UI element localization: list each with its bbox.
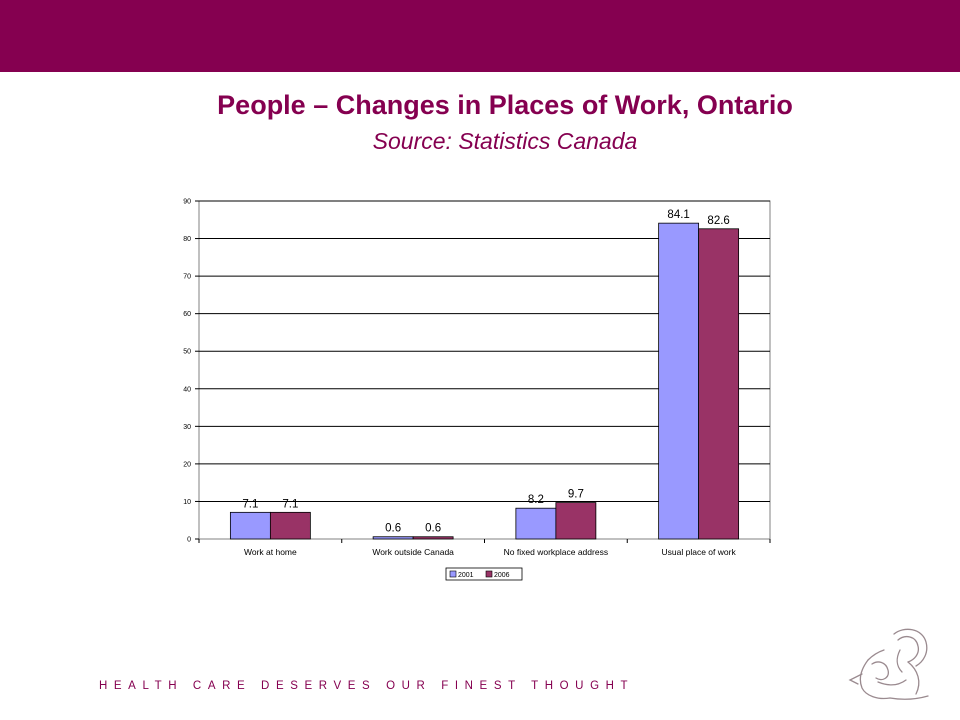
- y-tick-label: 70: [183, 274, 191, 281]
- bar-2001: [229, 511, 271, 540]
- x-tick-label: Work outside Canada: [372, 547, 454, 557]
- y-tick-label: 80: [183, 236, 191, 243]
- y-tick-label: 10: [183, 499, 191, 506]
- tagline: HEALTH CARE DESERVES OUR FINEST THOUGHT: [99, 680, 635, 692]
- data-label: 7.1: [242, 498, 258, 510]
- y-tick-label: 30: [183, 424, 191, 431]
- bar-2001: [372, 536, 414, 540]
- x-tick-label: Work at home: [244, 547, 297, 557]
- slide-title: People – Changes in Places of Work, Onta…: [217, 90, 793, 120]
- data-label: 82.6: [707, 215, 729, 227]
- y-tick-label: 0: [187, 537, 191, 544]
- legend-swatch-2001: [449, 570, 457, 578]
- y-tick-label: 20: [183, 461, 191, 468]
- data-label: 0.6: [385, 523, 401, 535]
- bar-2006: [555, 502, 597, 540]
- chart-legend: 2001 2006: [445, 567, 523, 581]
- bar-2001: [658, 222, 700, 540]
- x-tick-label: No fixed workplace address: [504, 547, 608, 557]
- bar-2006: [412, 536, 454, 540]
- bar-2001: [515, 507, 557, 540]
- data-label: 84.1: [667, 209, 689, 221]
- y-tick-label: 90: [183, 199, 191, 206]
- legend-label-2001: 2001: [458, 572, 474, 579]
- mother-and-child-logo-icon: [848, 628, 929, 700]
- header-band: [0, 0, 960, 72]
- y-tick-label: 40: [183, 386, 191, 393]
- legend-swatch-2006: [485, 570, 493, 578]
- y-tick-label: 60: [183, 311, 191, 318]
- data-label: 8.2: [528, 494, 544, 506]
- legend-label-2006: 2006: [494, 572, 510, 579]
- bar-2006: [269, 511, 311, 540]
- bar-2006: [698, 228, 740, 540]
- data-label: 9.7: [568, 489, 584, 501]
- data-label: 0.6: [425, 523, 441, 535]
- data-label: 7.1: [282, 498, 298, 510]
- slide-subtitle: Source: Statistics Canada: [372, 128, 638, 154]
- x-tick-label: Usual place of work: [662, 547, 737, 557]
- y-tick-label: 50: [183, 349, 191, 356]
